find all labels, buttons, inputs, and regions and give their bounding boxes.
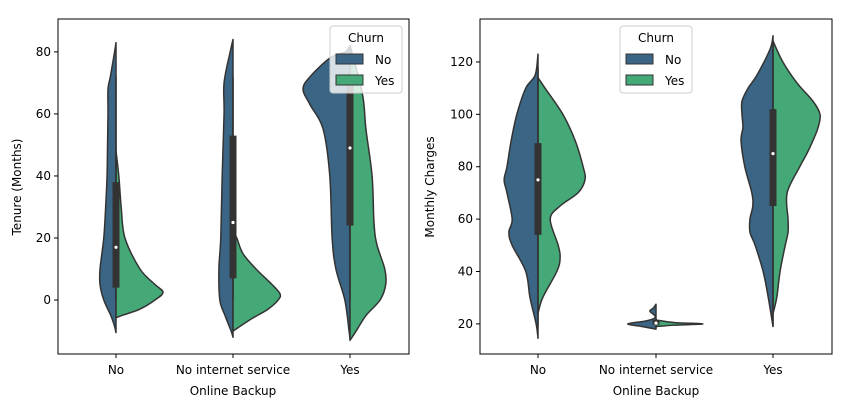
legend-swatch-no	[625, 53, 654, 65]
x-axis-label: Online Backup	[190, 384, 277, 398]
median-marker	[771, 152, 775, 156]
legend: Churn No Yes	[329, 25, 403, 94]
legend-label: No	[665, 53, 681, 67]
violin-half-no	[98, 41, 117, 334]
monthly-charges-violin-chart: Online Backup Monthly Charges 20 40 60 80 10…	[423, 18, 833, 398]
legend-swatch-yes	[335, 74, 364, 86]
iqr-box	[534, 143, 542, 235]
x-tick-label: No internet service	[599, 363, 713, 377]
y-tick-label: 120	[450, 55, 473, 69]
x-tick-label: Yes	[339, 363, 359, 377]
violin-half-yes	[537, 76, 587, 315]
violin-half-yes	[772, 40, 821, 315]
legend-swatch-yes	[625, 74, 654, 86]
iqr-box	[346, 76, 354, 226]
y-tick-label: 80	[36, 45, 51, 59]
legend-label: Yes	[664, 74, 684, 88]
median-marker	[114, 245, 118, 249]
violin-half-yes	[232, 231, 282, 332]
violin-half-no	[218, 38, 234, 338]
median-marker	[536, 178, 540, 182]
legend-swatch-no	[335, 53, 364, 65]
violin-half-no	[503, 53, 539, 340]
y-tick-label: 60	[36, 107, 51, 121]
tenure-violin-chart: Online Backup Tenure (Months) 0 20 40 60 80 N…	[10, 18, 410, 398]
violin-half-no	[740, 35, 774, 328]
y-tick-label: 60	[458, 212, 473, 226]
y-tick-label: 0	[43, 293, 51, 307]
x-tick-label: Yes	[762, 363, 782, 377]
legend-title: Churn	[638, 31, 674, 45]
median-marker	[231, 220, 235, 225]
violin-half-yes	[655, 319, 704, 328]
violin-half-yes	[115, 150, 164, 319]
x-tick-label: No	[530, 363, 546, 377]
legend-label: Yes	[374, 74, 394, 88]
x-tick-label: No internet service	[176, 363, 290, 377]
y-tick-label: 40	[36, 169, 51, 183]
x-axis-label: Online Backup	[613, 384, 700, 398]
violin-half-yes	[349, 44, 387, 342]
iqr-box	[229, 135, 237, 279]
median-marker	[654, 321, 658, 325]
legend: Churn No Yes	[619, 25, 693, 94]
y-axis-label: Monthly Charges	[423, 136, 437, 237]
axes-frame	[57, 18, 410, 355]
y-tick-label: 20	[458, 317, 473, 331]
violin-half-no	[627, 303, 657, 330]
y-tick-label: 40	[458, 264, 473, 278]
axes-frame	[479, 18, 833, 355]
y-tick-label: 20	[36, 231, 51, 245]
median-marker	[348, 146, 352, 150]
iqr-box	[112, 182, 120, 288]
legend-title: Churn	[348, 31, 384, 45]
x-tick-label: No	[108, 363, 124, 377]
y-tick-label: 80	[458, 160, 473, 174]
y-axis-label: Tenure (Months)	[10, 139, 24, 237]
iqr-box	[769, 109, 777, 207]
legend-label: No	[375, 53, 391, 67]
y-tick-label: 100	[450, 107, 473, 121]
